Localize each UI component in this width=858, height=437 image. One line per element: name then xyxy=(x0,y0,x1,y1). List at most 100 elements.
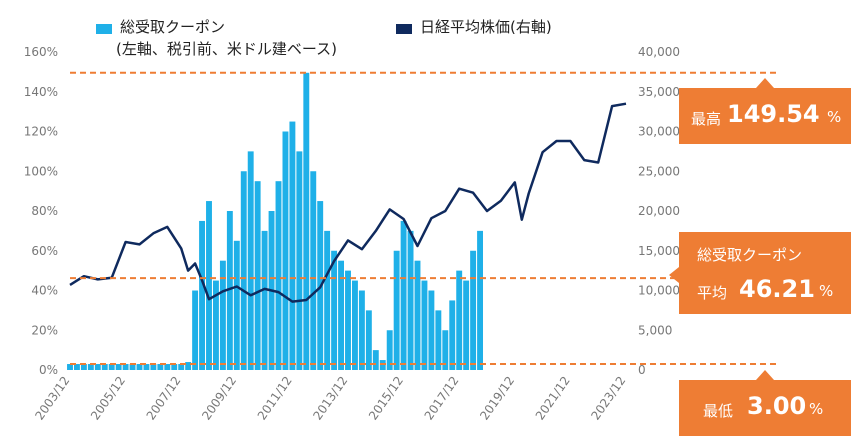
x-tick-label: 2009/12 xyxy=(199,374,239,423)
bar-coupon-2009-12 xyxy=(233,240,240,370)
bar-coupon-2013-06 xyxy=(331,250,338,370)
bar-coupon-2010-12 xyxy=(261,230,268,370)
y-left-tick-label: 160% xyxy=(24,45,58,59)
bar-coupon-2009-09 xyxy=(226,211,233,370)
bar-coupon-2008-03 xyxy=(185,362,192,370)
bar-coupon-2013-09 xyxy=(338,260,345,370)
y-left-tick-label: 60% xyxy=(31,244,58,258)
bar-coupon-2008-09 xyxy=(199,220,206,370)
bar-coupon-2016-03 xyxy=(407,230,414,370)
bar-coupon-2007-03 xyxy=(157,364,164,370)
callout-min-label: 最低 xyxy=(703,402,734,420)
bar-coupon-2004-09 xyxy=(87,364,94,370)
bar-coupon-2011-12 xyxy=(289,121,296,370)
callout-max-unit: % xyxy=(827,108,842,126)
bar-coupon-2009-03 xyxy=(212,280,219,370)
callout-avg: 総受取クーポン 平均 46.21 % xyxy=(679,232,851,314)
line-nikkei xyxy=(69,102,627,303)
bar-coupon-2013-03 xyxy=(324,230,331,370)
bar-coupon-2012-09 xyxy=(310,171,317,370)
y-left-tick-label: 80% xyxy=(31,204,58,218)
callout-avg-unit: % xyxy=(819,282,834,300)
bar-coupon-2014-12 xyxy=(372,350,379,370)
x-tick-label: 2021/12 xyxy=(533,374,573,423)
bar-coupon-2007-06 xyxy=(164,364,171,370)
callout-max-arrow xyxy=(756,78,774,88)
legend-swatch-coupon xyxy=(96,24,112,34)
bar-coupon-2008-12 xyxy=(206,201,212,370)
bar-coupon-2005-12 xyxy=(122,364,129,370)
y-right-tick-label: 30,000 xyxy=(638,125,680,139)
y-right-tick-label: 15,000 xyxy=(638,244,680,258)
y-right-tick-label: 40,000 xyxy=(638,45,680,59)
y-left-tick-label: 140% xyxy=(24,85,58,99)
x-tick-label: 2005/12 xyxy=(88,374,128,423)
bar-coupon-2010-03 xyxy=(240,171,247,370)
bar-coupon-2010-09 xyxy=(254,181,261,370)
bar-coupon-2014-09 xyxy=(365,310,372,370)
bar-coupon-2006-12 xyxy=(150,364,157,370)
callout-avg-label: 総受取クーポン xyxy=(697,246,803,264)
bar-coupon-2005-06 xyxy=(108,364,115,370)
bar-coupon-2014-03 xyxy=(351,280,358,370)
y-right-tick-label: 35,000 xyxy=(638,85,680,99)
x-tick-label: 2013/12 xyxy=(310,374,350,423)
y-left-tick-label: 40% xyxy=(31,284,58,298)
bar-coupon-2010-06 xyxy=(247,151,254,370)
bar-coupon-2006-03 xyxy=(129,364,136,370)
callout-min: 最低 3.00 % xyxy=(679,380,851,436)
bar-coupon-2004-03 xyxy=(73,364,80,370)
bar-coupon-2016-12 xyxy=(428,290,435,370)
bar-coupon-2009-06 xyxy=(219,260,226,370)
bar-coupon-2016-09 xyxy=(421,280,428,370)
bar-coupon-2004-06 xyxy=(80,364,87,370)
bar-coupon-2011-06 xyxy=(275,181,282,370)
bar-coupon-2018-09 xyxy=(477,230,484,370)
bar-coupon-2014-06 xyxy=(358,290,365,370)
bar-coupon-2012-06 xyxy=(303,72,310,371)
bar-coupon-2012-03 xyxy=(296,151,303,370)
bar-coupon-2017-12 xyxy=(456,270,463,370)
legend: 総受取クーポン (左軸、税引前、米ドル建ベース) xyxy=(96,18,396,62)
x-tick-label: 2019/12 xyxy=(477,374,517,423)
legend-label-coupon-sub: (左軸、税引前、米ドル建ベース) xyxy=(116,40,337,58)
bar-coupon-2015-09 xyxy=(393,250,400,370)
bar-coupon-2007-12 xyxy=(178,364,185,370)
legend-swatch-nikkei xyxy=(396,24,412,34)
x-tick-label: 2015/12 xyxy=(366,374,406,423)
callout-avg-label2: 平均 xyxy=(697,284,728,302)
legend-nikkei: 日経平均株価(右軸) xyxy=(396,18,626,40)
bar-coupon-2018-03 xyxy=(463,280,470,370)
bar-coupon-2004-12 xyxy=(94,364,101,370)
bar-coupon-2008-06 xyxy=(192,290,199,370)
callout-min-unit: % xyxy=(809,400,824,418)
legend-label-nikkei: 日経平均株価(右軸) xyxy=(420,18,552,36)
bar-coupon-2018-06 xyxy=(470,250,477,370)
y-left-tick-label: 100% xyxy=(24,164,58,178)
callout-max: 最高 149.54 % xyxy=(679,88,851,144)
bar-coupon-2006-06 xyxy=(136,364,143,370)
bar-coupon-2007-09 xyxy=(171,364,178,370)
x-tick-label: 2023/12 xyxy=(588,374,628,423)
y-left-tick-label: 20% xyxy=(31,323,58,337)
bar-coupon-2005-03 xyxy=(101,364,108,370)
legend-label-coupon: 総受取クーポン xyxy=(120,18,226,36)
x-tick-label: 2007/12 xyxy=(144,374,184,423)
x-tick-label: 2011/12 xyxy=(255,374,295,423)
bar-coupon-2015-12 xyxy=(400,220,407,370)
y-right-tick-label: 0 xyxy=(638,363,646,377)
bar-coupon-2017-09 xyxy=(449,300,456,370)
y-right-tick-label: 10,000 xyxy=(638,284,680,298)
x-tick-label: 2017/12 xyxy=(422,374,462,423)
bar-coupon-2005-09 xyxy=(115,364,122,370)
bar-coupon-2016-06 xyxy=(414,260,421,370)
callout-avg-value: 46.21 xyxy=(739,275,815,303)
callout-min-value: 3.00 xyxy=(747,392,807,420)
callout-max-label: 最高 xyxy=(691,110,722,128)
x-tick-label: 2003/12 xyxy=(32,374,72,423)
bar-coupon-2013-12 xyxy=(345,270,351,370)
bar-coupon-2017-03 xyxy=(435,310,442,370)
y-left-tick-label: 120% xyxy=(24,125,58,139)
y-right-tick-label: 5,000 xyxy=(638,323,672,337)
